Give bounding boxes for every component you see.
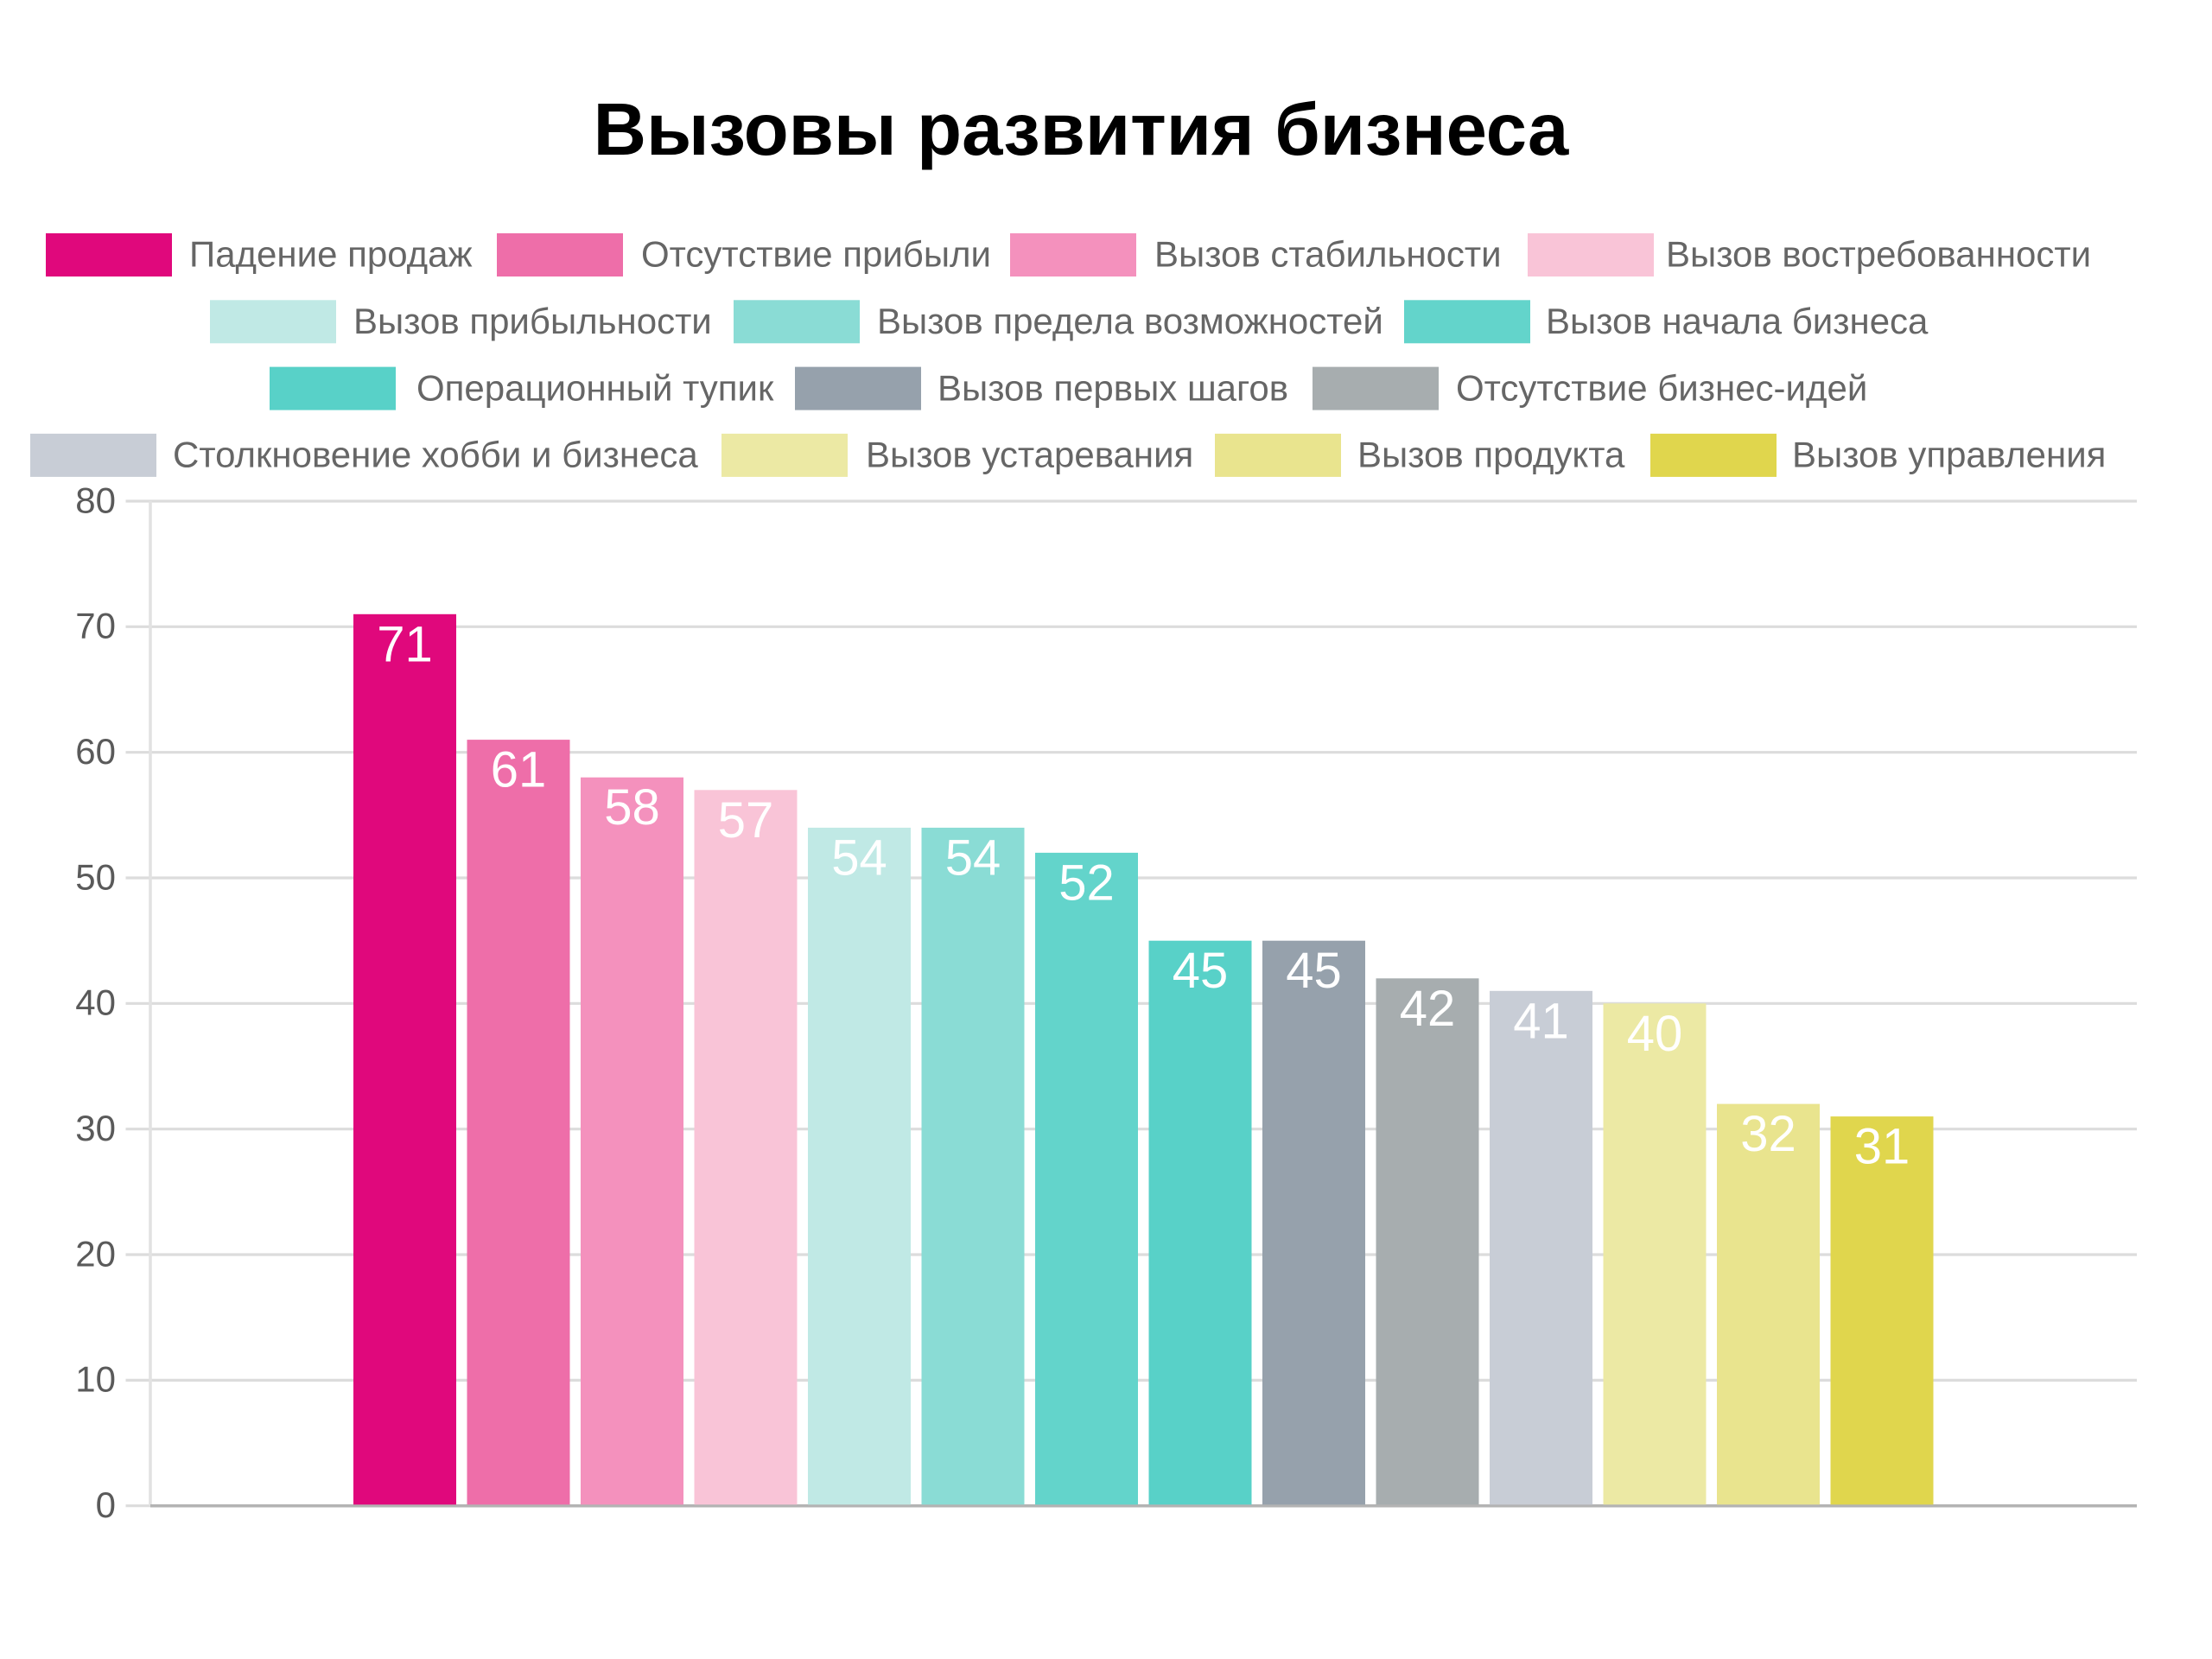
svg-text:Вызов устаревания: Вызов устаревания xyxy=(866,435,1193,475)
svg-text:Операционный тупик: Операционный тупик xyxy=(416,367,774,408)
svg-text:Падение продаж: Падение продаж xyxy=(189,234,473,275)
svg-text:10: 10 xyxy=(75,1359,116,1400)
svg-text:40: 40 xyxy=(75,982,116,1023)
svg-text:30: 30 xyxy=(75,1108,116,1148)
svg-text:60: 60 xyxy=(75,731,116,772)
svg-text:50: 50 xyxy=(75,856,116,897)
svg-text:Вызовы развития бизнеса: Вызовы развития бизнеса xyxy=(594,89,1569,171)
svg-text:0: 0 xyxy=(96,1484,116,1525)
svg-text:Отсутствие прибыли: Отсутствие прибыли xyxy=(641,234,991,275)
svg-text:45: 45 xyxy=(1173,943,1229,999)
svg-text:Вызов первых шагов: Вызов первых шагов xyxy=(938,367,1288,408)
svg-text:32: 32 xyxy=(1740,1106,1796,1162)
svg-text:Вызов прибыльности: Вызов прибыльности xyxy=(353,301,712,341)
svg-text:31: 31 xyxy=(1854,1119,1910,1175)
svg-text:52: 52 xyxy=(1058,855,1115,911)
svg-text:Вызов стабильности: Вызов стабильности xyxy=(1154,234,1502,275)
svg-text:54: 54 xyxy=(945,830,1001,886)
svg-text:57: 57 xyxy=(718,792,774,849)
svg-text:Столкновение хобби и бизнеса: Столкновение хобби и бизнеса xyxy=(173,435,698,475)
svg-text:61: 61 xyxy=(491,742,547,798)
svg-text:41: 41 xyxy=(1513,993,1569,1049)
svg-text:80: 80 xyxy=(75,480,116,520)
svg-text:54: 54 xyxy=(831,830,887,886)
svg-text:71: 71 xyxy=(377,616,433,672)
svg-text:45: 45 xyxy=(1286,943,1342,999)
svg-text:Вызов управления: Вызов управления xyxy=(1792,435,2106,475)
svg-text:Вызов предела возможностей: Вызов предела возможностей xyxy=(877,301,1383,341)
svg-text:Вызов начала бизнеса: Вызов начала бизнеса xyxy=(1546,301,1929,341)
svg-text:20: 20 xyxy=(75,1233,116,1274)
svg-text:Вызов продукта: Вызов продукта xyxy=(1357,435,1625,475)
svg-text:Отсутствие бизнес-идей: Отсутствие бизнес-идей xyxy=(1456,367,1867,408)
svg-text:58: 58 xyxy=(604,779,660,836)
svg-text:40: 40 xyxy=(1627,1006,1683,1062)
svg-text:Вызов востребованности: Вызов востребованности xyxy=(1666,234,2091,275)
svg-text:70: 70 xyxy=(75,606,116,646)
svg-text:42: 42 xyxy=(1400,981,1456,1037)
